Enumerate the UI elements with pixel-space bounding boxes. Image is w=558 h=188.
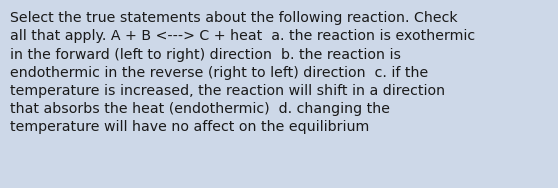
Text: Select the true statements about the following reaction. Check
all that apply. A: Select the true statements about the fol…: [10, 11, 475, 134]
